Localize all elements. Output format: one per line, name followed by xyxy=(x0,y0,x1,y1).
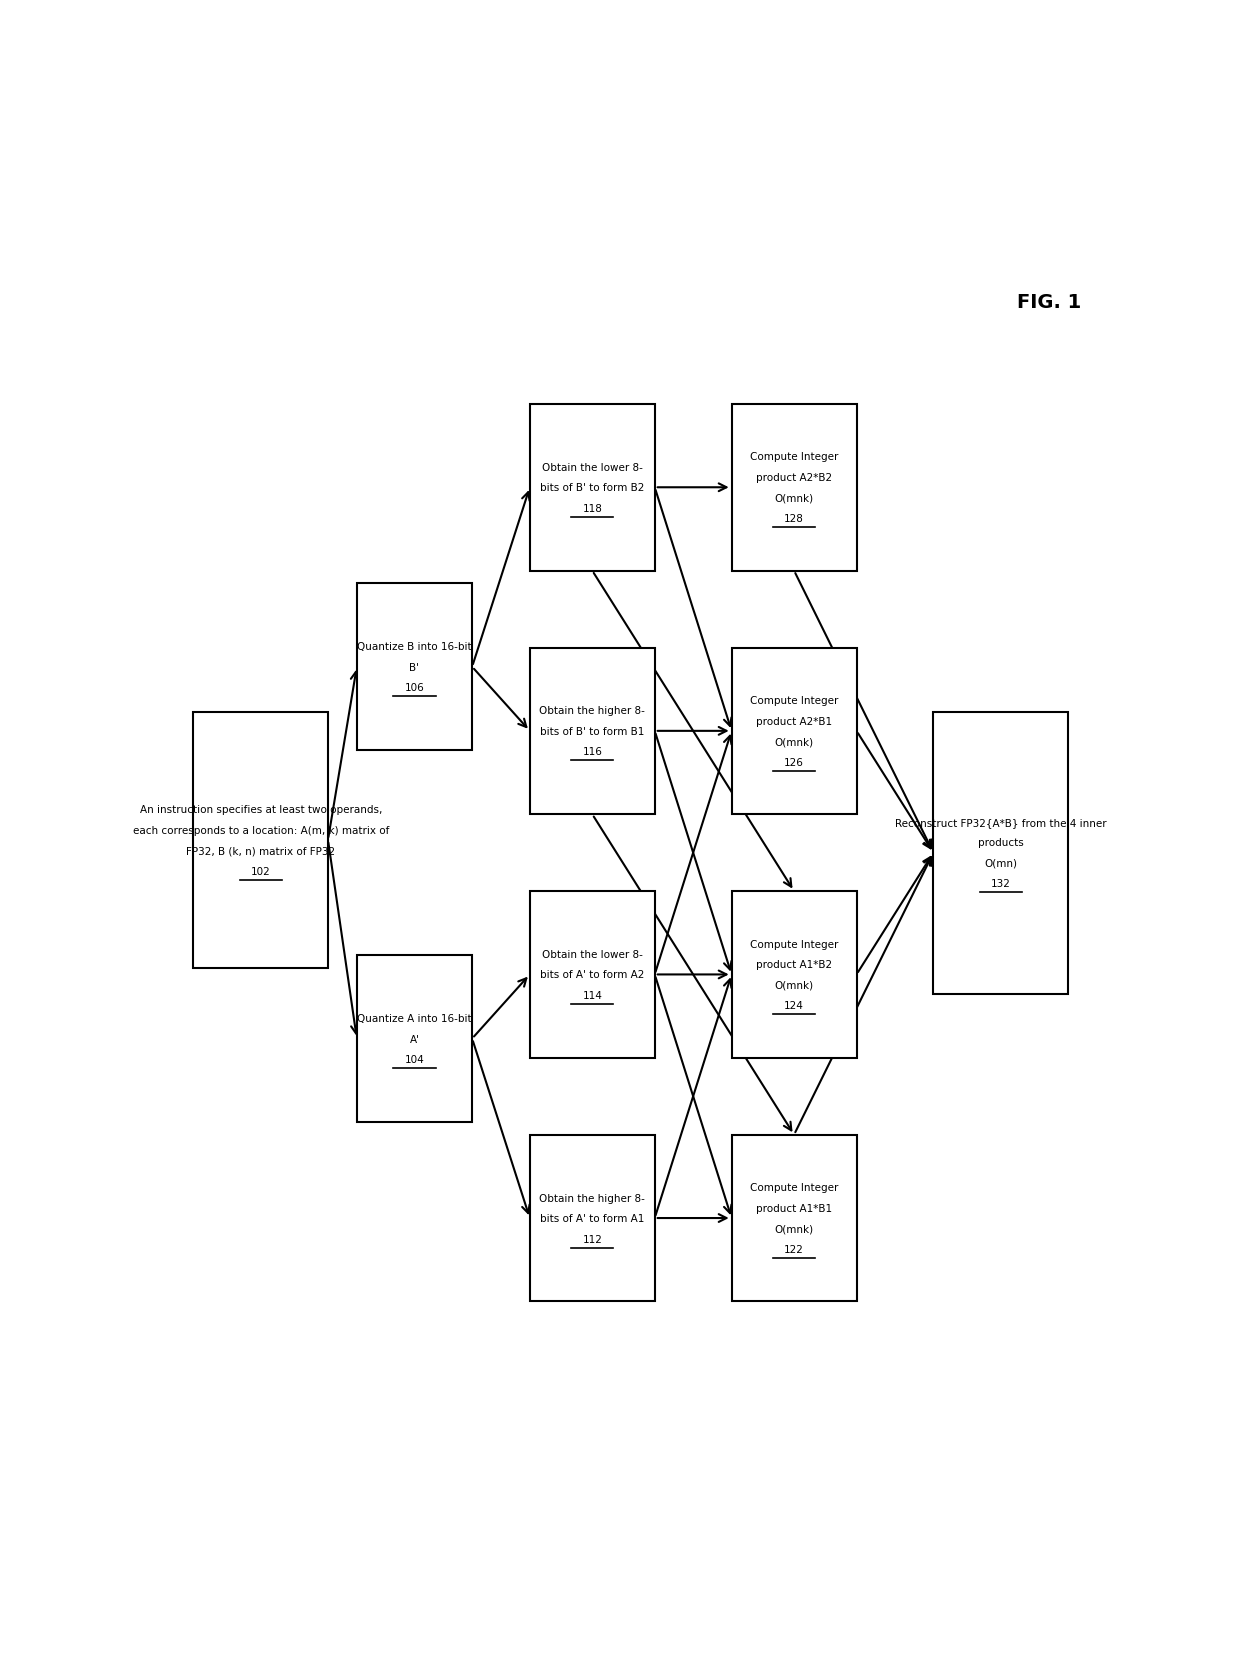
Text: 116: 116 xyxy=(583,747,603,757)
Text: 126: 126 xyxy=(784,757,804,767)
Text: A': A' xyxy=(409,1033,419,1043)
Text: B': B' xyxy=(409,662,419,672)
Text: FP32, B (k, n) matrix of FP32: FP32, B (k, n) matrix of FP32 xyxy=(186,845,335,855)
Text: bits of B' to form B1: bits of B' to form B1 xyxy=(541,727,645,737)
Text: O(mnk): O(mnk) xyxy=(775,493,813,503)
Text: O(mn): O(mn) xyxy=(985,859,1017,869)
FancyBboxPatch shape xyxy=(357,955,472,1122)
FancyBboxPatch shape xyxy=(529,647,655,815)
Text: Quantize B into 16-bit: Quantize B into 16-bit xyxy=(357,642,471,652)
Text: product A1*B1: product A1*B1 xyxy=(756,1203,832,1213)
Text: Obtain the higher 8-: Obtain the higher 8- xyxy=(539,706,645,716)
FancyBboxPatch shape xyxy=(529,1135,655,1301)
Text: product A1*B2: product A1*B2 xyxy=(756,960,832,970)
FancyBboxPatch shape xyxy=(193,712,327,968)
Text: 112: 112 xyxy=(583,1233,603,1243)
Text: product A2*B1: product A2*B1 xyxy=(756,716,832,726)
Text: bits of A' to form A1: bits of A' to form A1 xyxy=(541,1213,645,1223)
Text: O(mnk): O(mnk) xyxy=(775,1223,813,1233)
Text: FIG. 1: FIG. 1 xyxy=(1017,293,1081,311)
FancyBboxPatch shape xyxy=(529,404,655,571)
FancyBboxPatch shape xyxy=(732,1135,857,1301)
Text: 122: 122 xyxy=(784,1245,804,1255)
FancyBboxPatch shape xyxy=(732,892,857,1058)
Text: 132: 132 xyxy=(991,879,1011,889)
Text: bits of B' to form B2: bits of B' to form B2 xyxy=(541,483,645,493)
Text: product A2*B2: product A2*B2 xyxy=(756,473,832,483)
Text: each corresponds to a location: A(m, k) matrix of: each corresponds to a location: A(m, k) … xyxy=(133,825,389,835)
FancyBboxPatch shape xyxy=(529,892,655,1058)
Text: Compute Integer: Compute Integer xyxy=(750,938,838,948)
Text: products: products xyxy=(978,839,1023,849)
FancyBboxPatch shape xyxy=(357,584,472,750)
Text: Reconstruct FP32{A*B} from the 4 inner: Reconstruct FP32{A*B} from the 4 inner xyxy=(895,817,1106,827)
Text: 102: 102 xyxy=(250,865,270,875)
Text: Quantize A into 16-bit: Quantize A into 16-bit xyxy=(357,1013,471,1023)
FancyBboxPatch shape xyxy=(732,404,857,571)
Text: Compute Integer: Compute Integer xyxy=(750,696,838,706)
Text: Compute Integer: Compute Integer xyxy=(750,1183,838,1193)
Text: Obtain the lower 8-: Obtain the lower 8- xyxy=(542,463,642,473)
Text: 128: 128 xyxy=(784,514,804,524)
Text: 118: 118 xyxy=(583,504,603,514)
Text: Compute Integer: Compute Integer xyxy=(750,453,838,463)
Text: 104: 104 xyxy=(404,1055,424,1065)
Text: bits of A' to form A2: bits of A' to form A2 xyxy=(541,970,645,980)
Text: O(mnk): O(mnk) xyxy=(775,980,813,990)
Text: 124: 124 xyxy=(784,1000,804,1010)
Text: 114: 114 xyxy=(583,990,603,1000)
FancyBboxPatch shape xyxy=(934,712,1068,993)
Text: An instruction specifies at least two operands,: An instruction specifies at least two op… xyxy=(140,805,382,815)
FancyBboxPatch shape xyxy=(732,647,857,815)
Text: Obtain the lower 8-: Obtain the lower 8- xyxy=(542,950,642,960)
Text: O(mnk): O(mnk) xyxy=(775,737,813,747)
Text: Obtain the higher 8-: Obtain the higher 8- xyxy=(539,1193,645,1203)
Text: 106: 106 xyxy=(404,682,424,692)
